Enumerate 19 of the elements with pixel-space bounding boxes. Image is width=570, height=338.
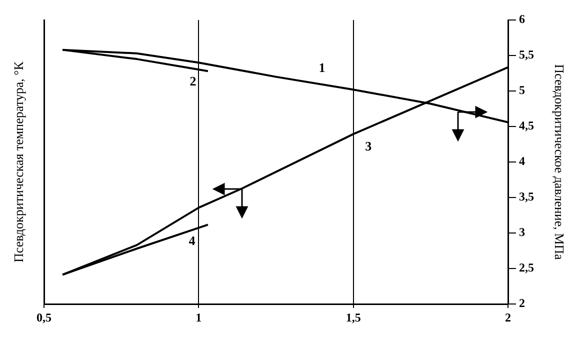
x-tick-label: 1 — [196, 310, 202, 324]
y2-tick-label: 6 — [519, 12, 525, 26]
y2-tick-label: 4,5 — [519, 118, 534, 133]
y2-tick-label: 4 — [519, 154, 525, 168]
y2-tick-label: 3,5 — [519, 190, 534, 204]
annotation: 3 — [365, 138, 372, 154]
annotation: 4 — [188, 233, 196, 248]
y2-tick-label: 2,5 — [519, 260, 534, 275]
y2-tick-label: 2 — [519, 296, 525, 310]
y2-tick-label: 3 — [519, 225, 525, 240]
y2-axis-title: Псевдокритическое давление, МПа — [552, 64, 567, 260]
y2-tick-label: 5,5 — [519, 48, 534, 62]
annotation: 1 — [318, 60, 326, 76]
annotation: 2 — [190, 73, 196, 88]
x-tick-label: 2 — [505, 310, 511, 324]
y-axis-title: Псевдокритическая температура, °К — [11, 61, 26, 262]
x-tick-label: 1,5 — [346, 310, 361, 324]
y2-tick-label: 5 — [519, 83, 525, 98]
x-tick-label: 0,5 — [36, 310, 52, 324]
